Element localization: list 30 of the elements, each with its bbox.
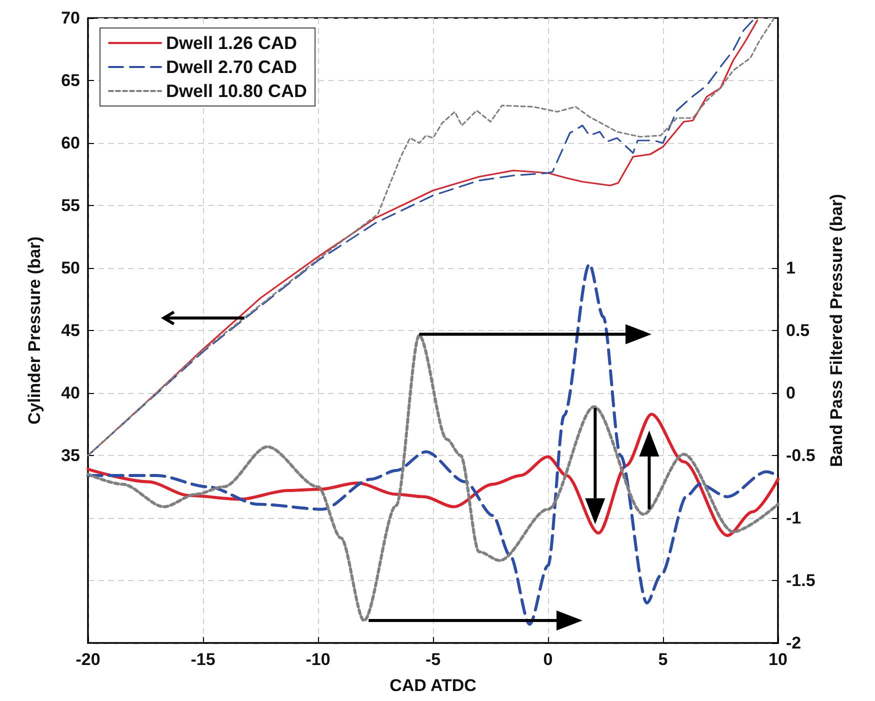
x-tick-label: 5 (658, 650, 668, 669)
y-tick-label: 45 (61, 321, 80, 340)
x-tick-label: -15 (190, 650, 216, 669)
y-tick-label: 60 (61, 134, 80, 152)
x-tick-label: 10 (768, 650, 788, 669)
y2-tick-label: -0.5 (786, 446, 816, 465)
x-tick-label: -10 (306, 650, 330, 669)
y2-tick-label: 1 (786, 258, 796, 278)
y-axis-title: Cylinder Pressure (bar) (25, 236, 44, 425)
y2-tick-label: -1.5 (786, 571, 816, 590)
y2-axis-title: Band Pass Filtered Pressure (bar) (827, 194, 846, 468)
legend-label: Dwell 2.70 CAD (166, 57, 298, 77)
line-series (86, 334, 780, 622)
x-tick-label: 0 (543, 650, 553, 669)
y-tick-label: 40 (61, 384, 80, 402)
legend-label: Dwell 1.26 CAD (166, 33, 298, 53)
y-tick-label: 65 (61, 71, 80, 90)
y2-tick-label: -2 (786, 634, 802, 652)
y2-tick-label: 0.5 (786, 321, 810, 340)
line-series (86, 412, 780, 537)
x-axis-title: CAD ATDC (390, 676, 476, 695)
y-tick-label: 55 (61, 196, 80, 215)
x-tick-label: -20 (76, 650, 100, 669)
y-tick-label: 70 (61, 8, 80, 28)
y2-tick-label: -1 (786, 508, 802, 528)
y2-tick-label: 0 (786, 384, 796, 402)
legend-label: Dwell 10.80 CAD (166, 81, 308, 101)
y-tick-label: 50 (61, 258, 80, 278)
x-tick-label: -5 (425, 650, 441, 669)
y-tick-label: 35 (61, 446, 80, 465)
